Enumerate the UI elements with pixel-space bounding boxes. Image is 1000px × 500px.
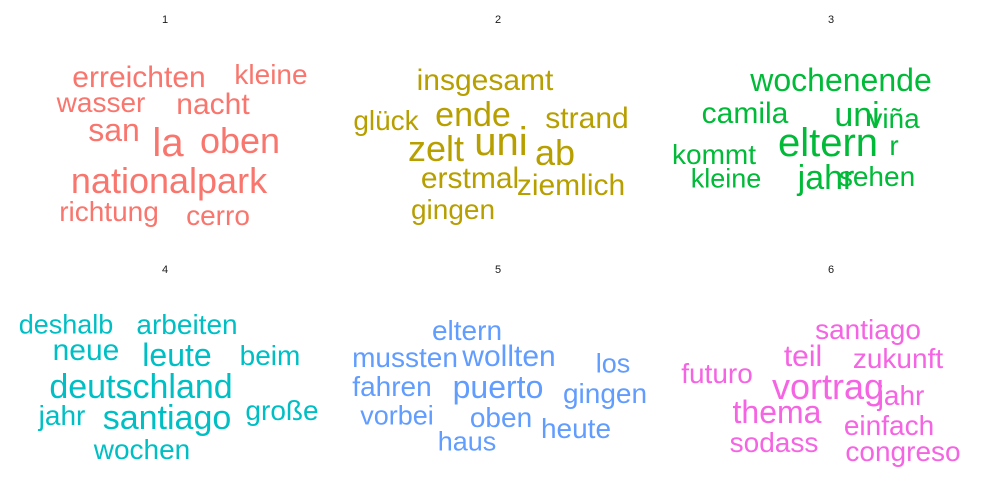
word: uni	[474, 120, 528, 164]
word: zelt	[407, 128, 465, 169]
word: ab	[534, 132, 576, 173]
panel-label: 3	[827, 14, 835, 26]
word: arbeiten	[136, 309, 238, 340]
wordcloud-panel-1: 1 la san oben nationalpark erreichten nacht was…	[0, 0, 330, 250]
word: neue	[52, 334, 120, 367]
wordcloud-panel-3: 3 eltern wochenende uni jahr camila viña kommt r…	[666, 0, 996, 250]
panel-label: 1	[161, 14, 169, 26]
word: teil	[783, 340, 823, 373]
word: los	[595, 348, 631, 379]
word: erreichten	[72, 61, 206, 94]
word: ende	[435, 96, 511, 134]
word: eltern	[431, 315, 503, 346]
word: santiago	[815, 314, 921, 345]
word: große	[245, 395, 319, 426]
word: leute	[142, 337, 212, 373]
word: deshalb	[18, 309, 114, 340]
word: beim	[239, 340, 301, 371]
word: sodass	[729, 427, 819, 458]
wordcloud-panel-5: 5 puerto wollten mussten eltern fahren gingen l…	[333, 250, 663, 500]
word: san	[88, 112, 140, 148]
word: strand	[545, 102, 629, 135]
word: r	[889, 130, 899, 161]
word: jahr	[38, 400, 86, 431]
word: camila	[701, 97, 789, 130]
word: santiago	[102, 399, 232, 437]
word: oben	[199, 120, 281, 161]
word: mussten	[352, 342, 458, 373]
word: richtung	[59, 196, 159, 227]
word: viña	[868, 103, 920, 134]
word: kleine	[690, 163, 762, 194]
wordcloud-panel-2: 2 uni zelt ab ende insgesamt strand glück erstma…	[333, 0, 663, 250]
word: haus	[437, 426, 497, 457]
word: deutschland	[49, 368, 233, 406]
word: puerto	[452, 369, 544, 405]
word: wochen	[93, 434, 191, 465]
word: sehen	[838, 161, 916, 192]
word: zukunft	[852, 343, 944, 374]
word: heute	[540, 413, 612, 444]
word: glück	[353, 105, 419, 136]
word: kleine	[234, 59, 308, 90]
word: vortrag	[771, 366, 885, 407]
word: cerro	[186, 200, 250, 231]
word: uni	[834, 96, 880, 134]
word: thema	[732, 394, 822, 430]
panel-label: 6	[827, 264, 835, 276]
word: wochenende	[750, 62, 932, 98]
word: kommt	[672, 139, 756, 170]
word: ziemlich	[516, 169, 626, 202]
word: gingen	[562, 378, 648, 409]
word: wollten	[462, 340, 556, 373]
word: congreso	[845, 436, 961, 467]
word: futuro	[681, 358, 753, 389]
panel-label: 4	[161, 264, 169, 276]
panel-label: 5	[494, 264, 502, 276]
word: jahr	[877, 380, 925, 411]
word: insgesamt	[416, 64, 554, 97]
word: la	[152, 121, 184, 165]
word: jahr	[797, 159, 855, 197]
word: nacht	[176, 88, 250, 121]
word: nationalpark	[70, 160, 268, 201]
word: wasser	[56, 87, 146, 118]
word: vorbei	[360, 400, 434, 431]
panel-label: 2	[494, 14, 502, 26]
word: fahren	[352, 371, 432, 402]
word: einfach	[843, 410, 935, 441]
word: gingen	[410, 194, 496, 225]
wordcloud-panel-4: 4 deutschland santiago leute neue arbeiten des…	[0, 250, 330, 500]
word: erstmal	[420, 162, 520, 195]
word: oben	[469, 402, 533, 433]
wordcloud-panel-6: 6 vortrag thema teil zukunft santiago futuro ja…	[666, 250, 996, 500]
word: eltern	[777, 121, 879, 165]
